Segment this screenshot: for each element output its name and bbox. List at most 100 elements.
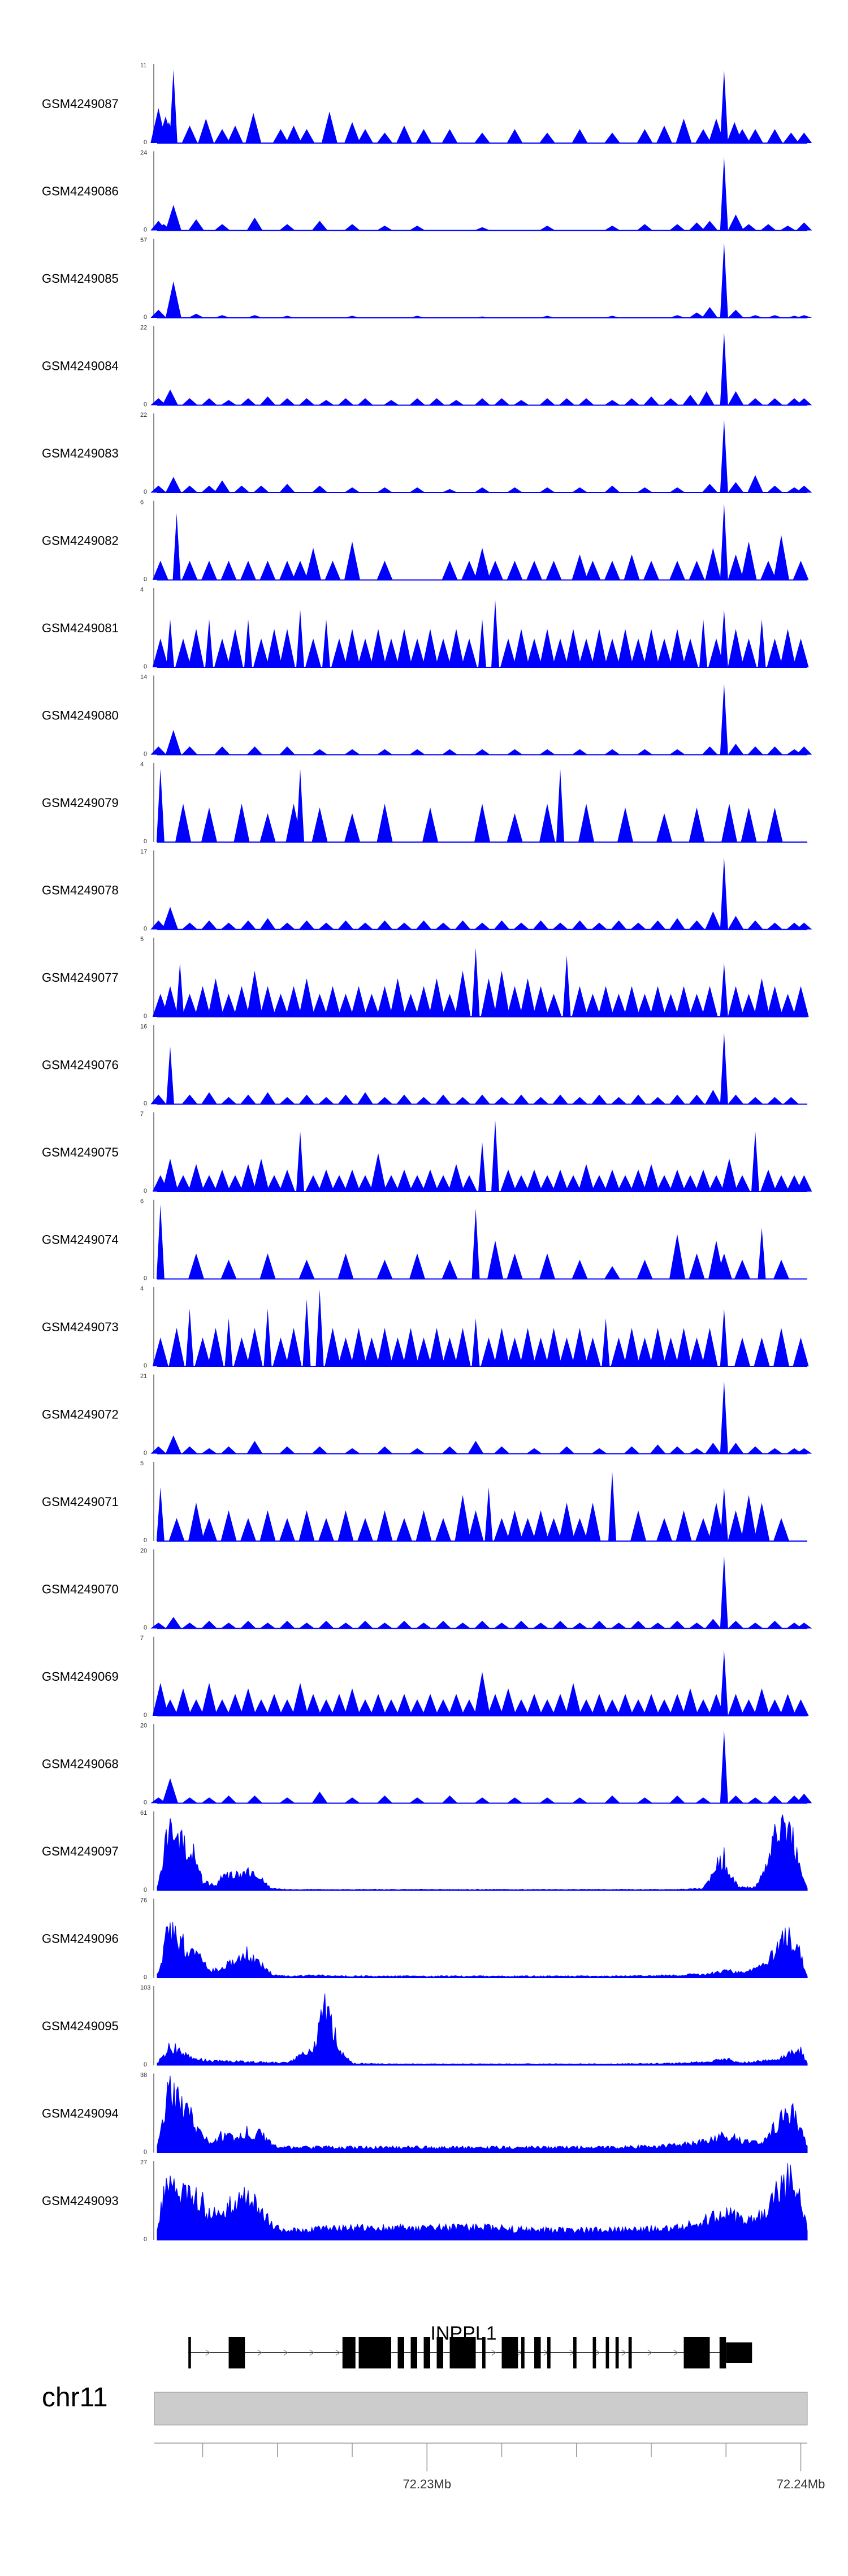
coverage-peak [630,1510,646,1541]
coverage-peak [689,222,705,231]
coverage-peak [741,638,757,667]
y-min-label: 0 [144,1974,147,1981]
coverage-peak [409,1699,425,1716]
coverage-peak [773,1175,789,1192]
coverage-peak [279,629,295,667]
strand-arrow [257,2349,262,2356]
coverage-peak [796,485,812,493]
coverage-peak [539,1797,555,1803]
coverage-peak [152,638,168,667]
y-max-label: 76 [140,1897,147,1904]
coverage-peak [165,477,181,493]
track-label: GSM4249074 [42,1233,119,1247]
coverage-peak [720,157,728,231]
coverage-peak [455,1623,471,1629]
coverage-peak [767,485,783,493]
coverage-peak [461,638,477,667]
coverage-peak [796,132,812,143]
coverage-peak [188,1699,204,1716]
coverage-peak [461,1175,477,1192]
track-label: GSM4249087 [42,97,119,111]
coverage-peak [305,547,321,580]
coverage-peak [793,1337,809,1366]
coverage-peak [253,638,269,667]
coverage-peak [747,398,763,405]
coverage-peak [720,242,728,318]
exon [436,2337,443,2368]
coverage-peak [572,1097,588,1104]
track-GSM4249076: GSM4249076 16 0 [42,1024,807,1107]
coverage-peak [318,400,334,405]
coverage-peak [669,1620,685,1629]
coverage-peak [233,986,250,1017]
track-label: GSM4249069 [42,1669,119,1684]
coverage-peak [689,920,705,930]
coverage-peak [630,1094,646,1104]
y-max-label: 7 [140,1635,144,1642]
coverage-peak [552,1694,568,1716]
coverage-peak [377,986,393,1017]
coverage-peak [344,487,360,493]
exon [410,2337,417,2368]
coverage-peak [578,1164,594,1192]
coverage-peak [552,1170,568,1192]
coverage-peak [279,1518,295,1541]
coverage-peak [377,804,393,842]
coverage-peak [578,1699,594,1716]
coverage-peak [689,1253,705,1279]
track-GSM4249094: GSM4249094 38 0 [42,2072,808,2156]
coverage-peak [481,1337,497,1366]
coverage-peak [526,638,542,667]
coverage-peak [181,1797,198,1803]
coverage-peak [598,986,614,1017]
coverage-peak [455,970,471,1017]
coverage-peak [747,475,763,493]
coverage-peak [285,986,302,1017]
coverage-peak [637,224,653,231]
coverage-peak [292,560,308,580]
coverage-peak [311,1446,328,1454]
coverage-peak [377,132,393,143]
coverage-peak [474,804,490,842]
coverage-peak [720,610,728,667]
coverage-peak [435,638,451,667]
coverage-peak [591,1175,607,1192]
track-label: GSM4249085 [42,271,119,286]
coverage-peak [624,986,640,1017]
coverage-peak [604,1795,620,1803]
track-GSM4249093: GSM4249093 27 0 [42,2159,808,2243]
y-min-label: 0 [144,1450,147,1457]
coverage-peak [669,1694,685,1716]
track-label: GSM4249079 [42,796,119,810]
coverage-peak [669,1170,685,1192]
track-label: GSM4249082 [42,534,119,548]
strand-arrow [283,2349,288,2356]
coverage-peak [214,1699,230,1716]
coverage-peak [617,1694,633,1716]
coverage-peak [747,1097,763,1104]
coverage-peak [720,1555,728,1629]
coverage-peak [507,1253,523,1279]
coverage-peak [188,1164,204,1192]
coverage-peak [416,986,432,1017]
coverage-peak [364,994,380,1017]
coverage-peak [298,1510,315,1541]
coverage-peak [552,638,568,667]
coverage-peak [604,638,620,667]
coverage-peak [708,118,724,143]
coverage-peak [474,1620,490,1629]
coverage-peak [604,749,620,755]
coverage-peak [637,1259,653,1279]
track-GSM4249078: GSM4249078 17 0 [42,849,812,933]
coverage-peak [747,746,763,755]
coverage-peak [546,560,562,580]
coverage-peak [728,629,744,667]
coverage-peak [162,389,178,405]
coverage-peak [429,1328,445,1366]
coverage-peak [754,1688,770,1716]
track-label: GSM4249080 [42,709,119,723]
strand-arrow [309,2349,314,2356]
coverage-peak [539,132,555,143]
coverage-peak [201,920,217,930]
exon [628,2337,632,2368]
